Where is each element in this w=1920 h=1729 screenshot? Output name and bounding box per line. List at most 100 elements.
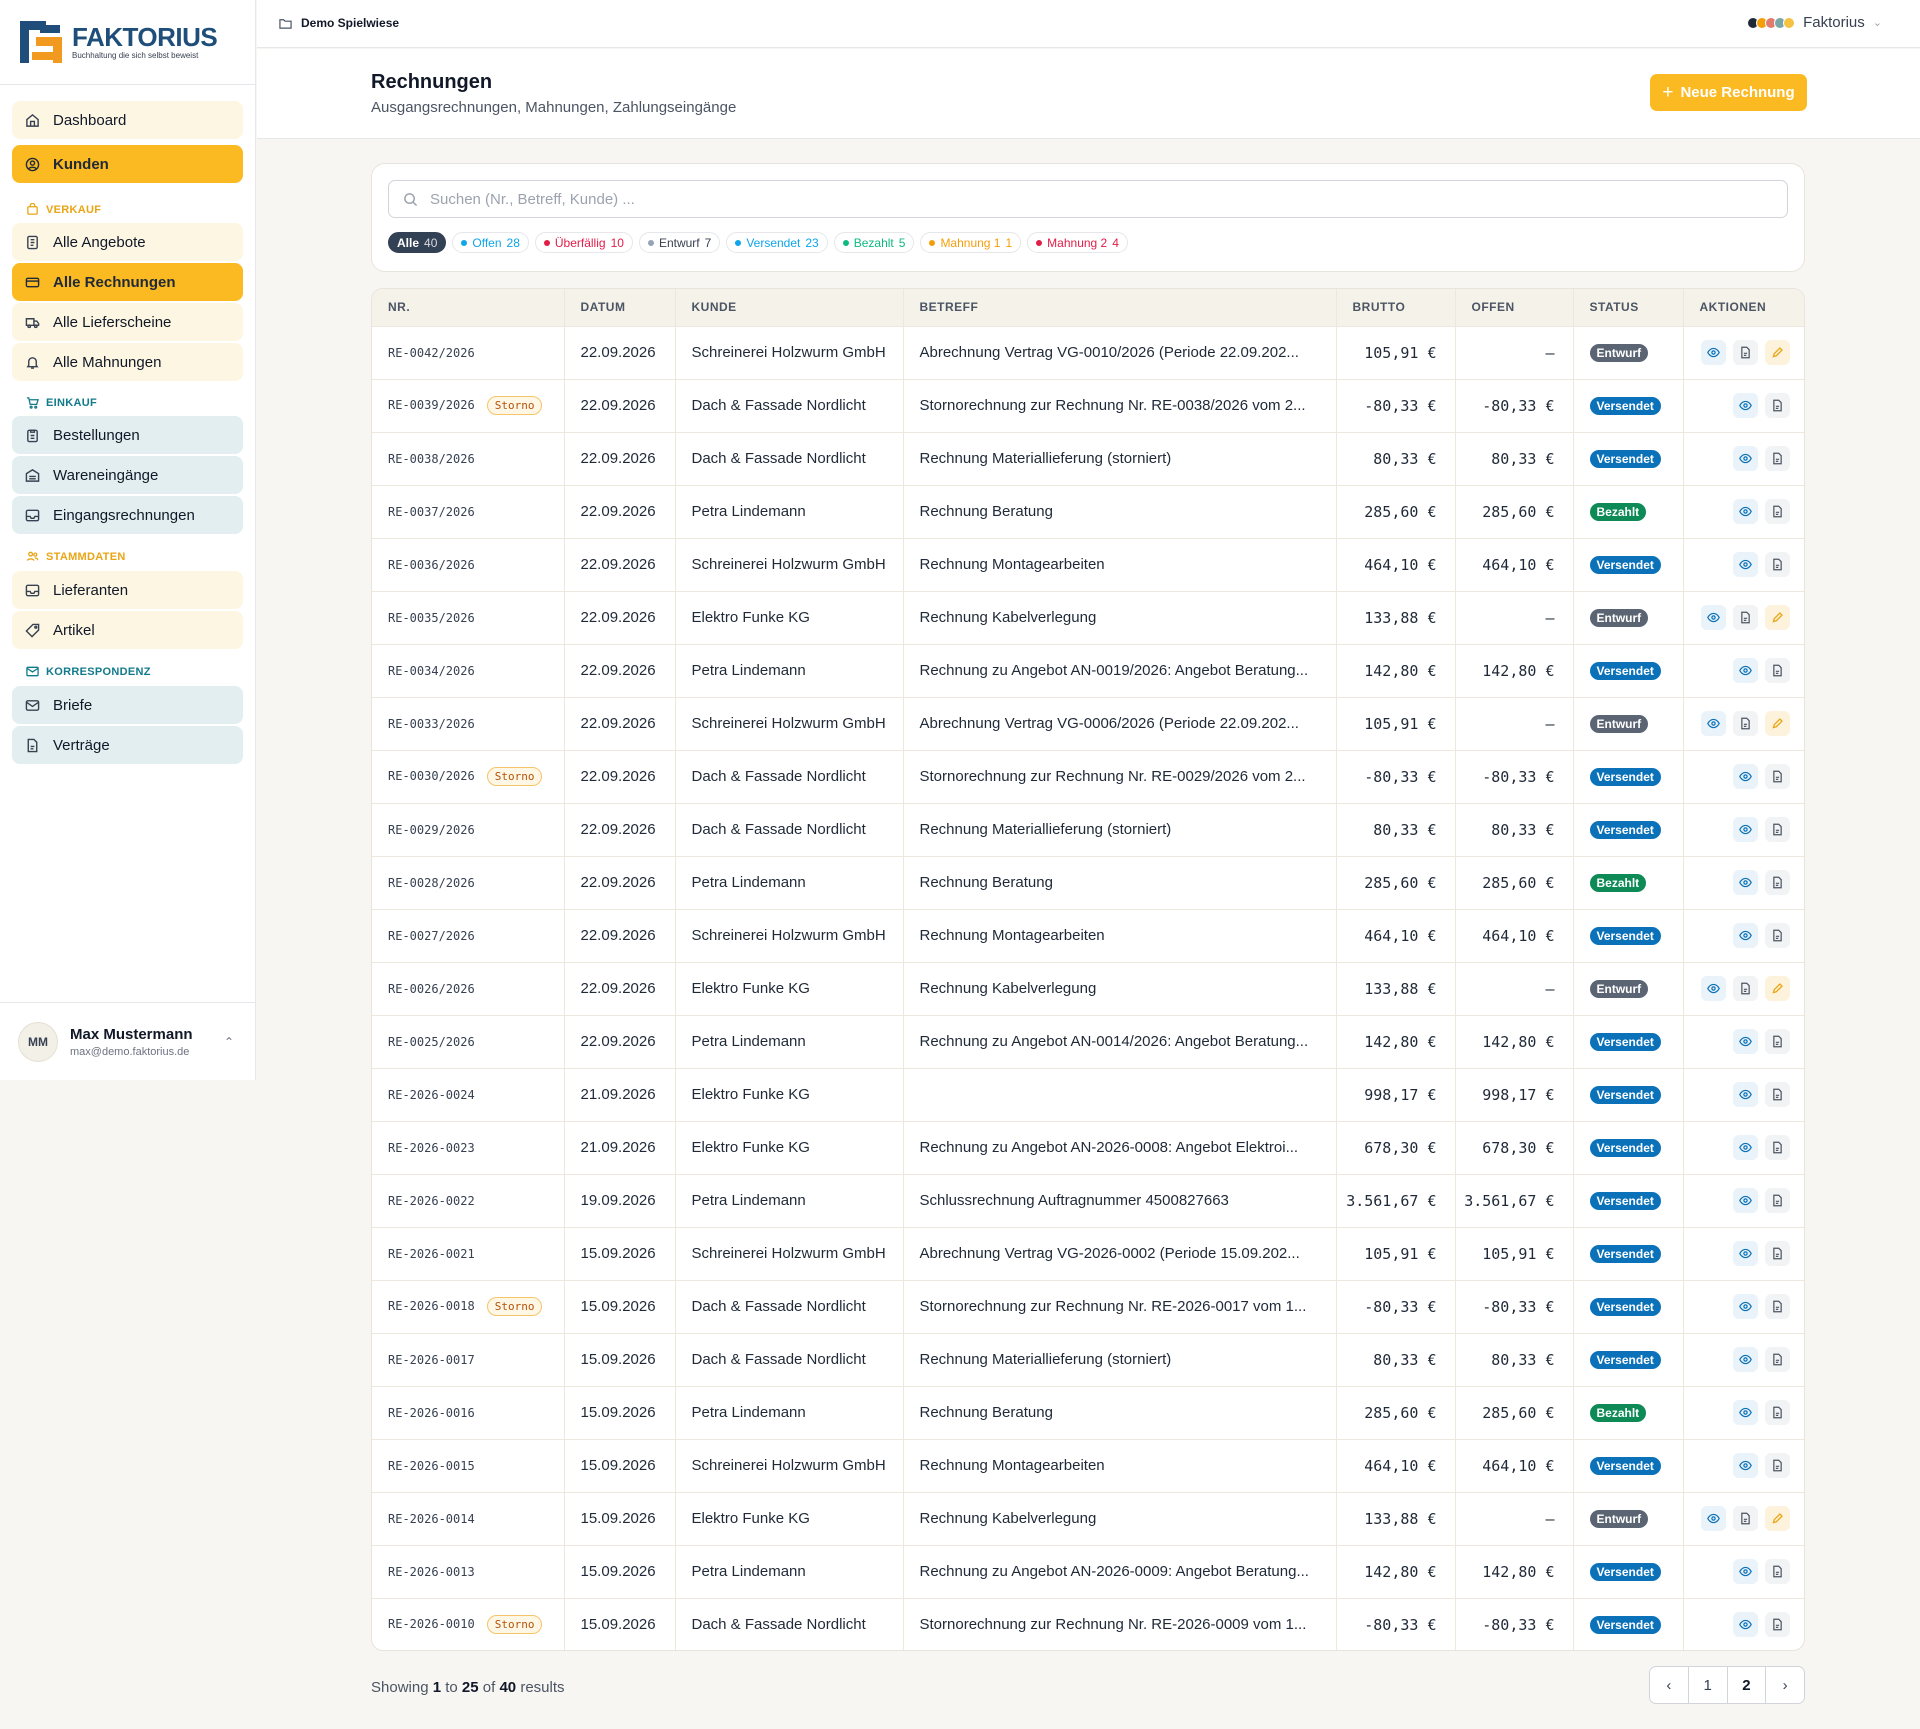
pdf-button[interactable] xyxy=(1765,1559,1790,1584)
filter-chip[interactable]: Bezahlt 5 xyxy=(833,232,915,253)
edit-button[interactable] xyxy=(1765,605,1790,630)
invoice-number[interactable]: RE-2026-0017 xyxy=(388,1352,475,1367)
invoice-number[interactable]: RE-0038/2026 xyxy=(388,451,475,466)
view-button[interactable] xyxy=(1733,446,1758,471)
sidebar-item-wareneingaenge[interactable]: Wareneingänge xyxy=(12,456,243,494)
view-button[interactable] xyxy=(1733,1188,1758,1213)
view-button[interactable] xyxy=(1733,1082,1758,1107)
sidebar-item-dashboard[interactable]: Dashboard xyxy=(12,101,243,139)
view-button[interactable] xyxy=(1733,1029,1758,1054)
filter-chip[interactable]: Mahnung 2 4 xyxy=(1027,232,1128,253)
new-invoice-button[interactable]: + Neue Rechnung xyxy=(1650,74,1807,111)
edit-button[interactable] xyxy=(1765,711,1790,736)
sidebar-item-kunden[interactable]: Kunden xyxy=(12,145,243,183)
view-button[interactable] xyxy=(1733,1294,1758,1319)
pdf-button[interactable] xyxy=(1765,764,1790,789)
pdf-button[interactable] xyxy=(1733,711,1758,736)
invoice-number[interactable]: RE-0027/2026 xyxy=(388,928,475,943)
table-row[interactable]: RE-2026-0016 15.09.2026 Petra Lindemann Rec… xyxy=(372,1385,1804,1439)
invoice-number[interactable]: RE-2026-0022 xyxy=(388,1193,475,1208)
pdf-button[interactable] xyxy=(1765,1400,1790,1425)
view-button[interactable] xyxy=(1733,1559,1758,1584)
invoice-number[interactable]: RE-0029/2026 xyxy=(388,822,475,837)
invoice-number[interactable]: RE-2026-0010 xyxy=(388,1617,475,1632)
view-button[interactable] xyxy=(1733,1347,1758,1372)
pdf-button[interactable] xyxy=(1765,1347,1790,1372)
pdf-button[interactable] xyxy=(1765,1082,1790,1107)
table-row[interactable]: RE-0033/2026 22.09.2026 Schreinerei Holzwu… xyxy=(372,696,1804,750)
invoice-number[interactable]: RE-2026-0018 xyxy=(388,1299,475,1313)
invoice-number[interactable]: RE-0030/2026 xyxy=(388,769,475,783)
view-button[interactable] xyxy=(1733,658,1758,683)
invoice-number[interactable]: RE-0033/2026 xyxy=(388,716,475,731)
invoice-number[interactable]: RE-2026-0023 xyxy=(388,1140,475,1155)
sidebar-item-artikel[interactable]: Artikel xyxy=(12,611,243,649)
invoice-number[interactable]: RE-0025/2026 xyxy=(388,1034,475,1049)
table-row[interactable]: RE-2026-0024 21.09.2026 Elektro Funke KG 99… xyxy=(372,1067,1804,1121)
view-button[interactable] xyxy=(1701,340,1726,365)
table-row[interactable]: RE-0025/2026 22.09.2026 Petra Lindemann Rec… xyxy=(372,1014,1804,1068)
view-button[interactable] xyxy=(1733,817,1758,842)
pdf-button[interactable] xyxy=(1765,1188,1790,1213)
invoice-number[interactable]: RE-2026-0013 xyxy=(388,1564,475,1579)
invoice-number[interactable]: RE-2026-0021 xyxy=(388,1246,475,1261)
pdf-button[interactable] xyxy=(1765,1612,1790,1638)
view-button[interactable] xyxy=(1701,1506,1726,1531)
pdf-button[interactable] xyxy=(1765,658,1790,683)
table-row[interactable]: RE-2026-0021 15.09.2026 Schreinerei Holzwu… xyxy=(372,1226,1804,1280)
pdf-button[interactable] xyxy=(1765,1294,1790,1319)
pdf-button[interactable] xyxy=(1733,1506,1758,1531)
table-row[interactable]: RE-2026-0013 15.09.2026 Petra Lindemann Rec… xyxy=(372,1544,1804,1598)
table-row[interactable]: RE-0034/2026 22.09.2026 Petra Lindemann Rec… xyxy=(372,643,1804,697)
pdf-button[interactable] xyxy=(1765,1029,1790,1054)
table-row[interactable]: RE-2026-0010 Storno 15.09.2026 Dach & Fassa… xyxy=(372,1597,1804,1650)
invoice-number[interactable]: RE-0028/2026 xyxy=(388,875,475,890)
view-button[interactable] xyxy=(1733,1453,1758,1478)
view-button[interactable] xyxy=(1733,923,1758,948)
invoice-number[interactable]: RE-2026-0016 xyxy=(388,1405,475,1420)
view-button[interactable] xyxy=(1733,1135,1758,1160)
sidebar-item-alle-lieferscheine[interactable]: Alle Lieferscheine xyxy=(12,303,243,341)
page-button-1[interactable]: 1 xyxy=(1689,1667,1728,1703)
view-button[interactable] xyxy=(1701,976,1726,1001)
view-button[interactable] xyxy=(1733,1241,1758,1266)
sidebar-item-alle-rechnungen[interactable]: Alle Rechnungen xyxy=(12,263,243,301)
view-button[interactable] xyxy=(1733,1612,1758,1638)
table-row[interactable]: RE-0027/2026 22.09.2026 Schreinerei Holzwu… xyxy=(372,908,1804,962)
pdf-button[interactable] xyxy=(1733,976,1758,1001)
sidebar-item-lieferanten[interactable]: Lieferanten xyxy=(12,571,243,609)
pdf-button[interactable] xyxy=(1765,1453,1790,1478)
invoice-number[interactable]: RE-2026-0015 xyxy=(388,1458,475,1473)
invoice-number[interactable]: RE-0034/2026 xyxy=(388,663,475,678)
table-row[interactable]: RE-2026-0018 Storno 15.09.2026 Dach & Fassa… xyxy=(372,1279,1804,1333)
table-row[interactable]: RE-2026-0017 15.09.2026 Dach & Fassade Nor… xyxy=(372,1332,1804,1386)
view-button[interactable] xyxy=(1701,711,1726,736)
table-row[interactable]: RE-0029/2026 22.09.2026 Dach & Fassade Nor… xyxy=(372,802,1804,856)
search-input[interactable]: Suchen (Nr., Betreff, Kunde) ... xyxy=(388,180,1788,218)
table-row[interactable]: RE-0036/2026 22.09.2026 Schreinerei Holzwu… xyxy=(372,537,1804,591)
org-switcher[interactable]: Faktorius ⌄ xyxy=(1747,14,1882,31)
invoice-number[interactable]: RE-0026/2026 xyxy=(388,981,475,996)
filter-chip[interactable]: Entwurf 7 xyxy=(638,232,721,253)
user-menu[interactable]: MM Max Mustermann max@demo.faktorius.de … xyxy=(0,1002,256,1080)
view-button[interactable] xyxy=(1733,499,1758,524)
view-button[interactable] xyxy=(1733,1400,1758,1425)
filter-chip[interactable]: Offen 28 xyxy=(452,232,529,253)
table-row[interactable]: RE-0039/2026 Storno 22.09.2026 Dach & Fassa… xyxy=(372,378,1804,432)
invoice-number[interactable]: RE-2026-0014 xyxy=(388,1511,475,1526)
pdf-button[interactable] xyxy=(1765,1135,1790,1160)
sidebar-item-alle-mahnungen[interactable]: Alle Mahnungen xyxy=(12,343,243,381)
edit-button[interactable] xyxy=(1765,340,1790,365)
filter-chip[interactable]: Alle 40 xyxy=(388,232,447,253)
table-row[interactable]: RE-0037/2026 22.09.2026 Petra Lindemann Rec… xyxy=(372,484,1804,538)
table-row[interactable]: RE-2026-0014 15.09.2026 Elektro Funke KG Re… xyxy=(372,1491,1804,1545)
sidebar-item-eingangsrechnungen[interactable]: Eingangsrechnungen xyxy=(12,496,243,534)
sidebar-item-vertraege[interactable]: Verträge xyxy=(12,726,243,764)
view-button[interactable] xyxy=(1733,393,1758,418)
table-row[interactable]: RE-0035/2026 22.09.2026 Elektro Funke KG Re… xyxy=(372,590,1804,644)
pdf-button[interactable] xyxy=(1765,552,1790,577)
pdf-button[interactable] xyxy=(1765,923,1790,948)
invoice-number[interactable]: RE-0039/2026 xyxy=(388,398,475,412)
sidebar-item-alle-angebote[interactable]: Alle Angebote xyxy=(12,223,243,261)
filter-chip[interactable]: Versendet 23 xyxy=(726,232,828,253)
